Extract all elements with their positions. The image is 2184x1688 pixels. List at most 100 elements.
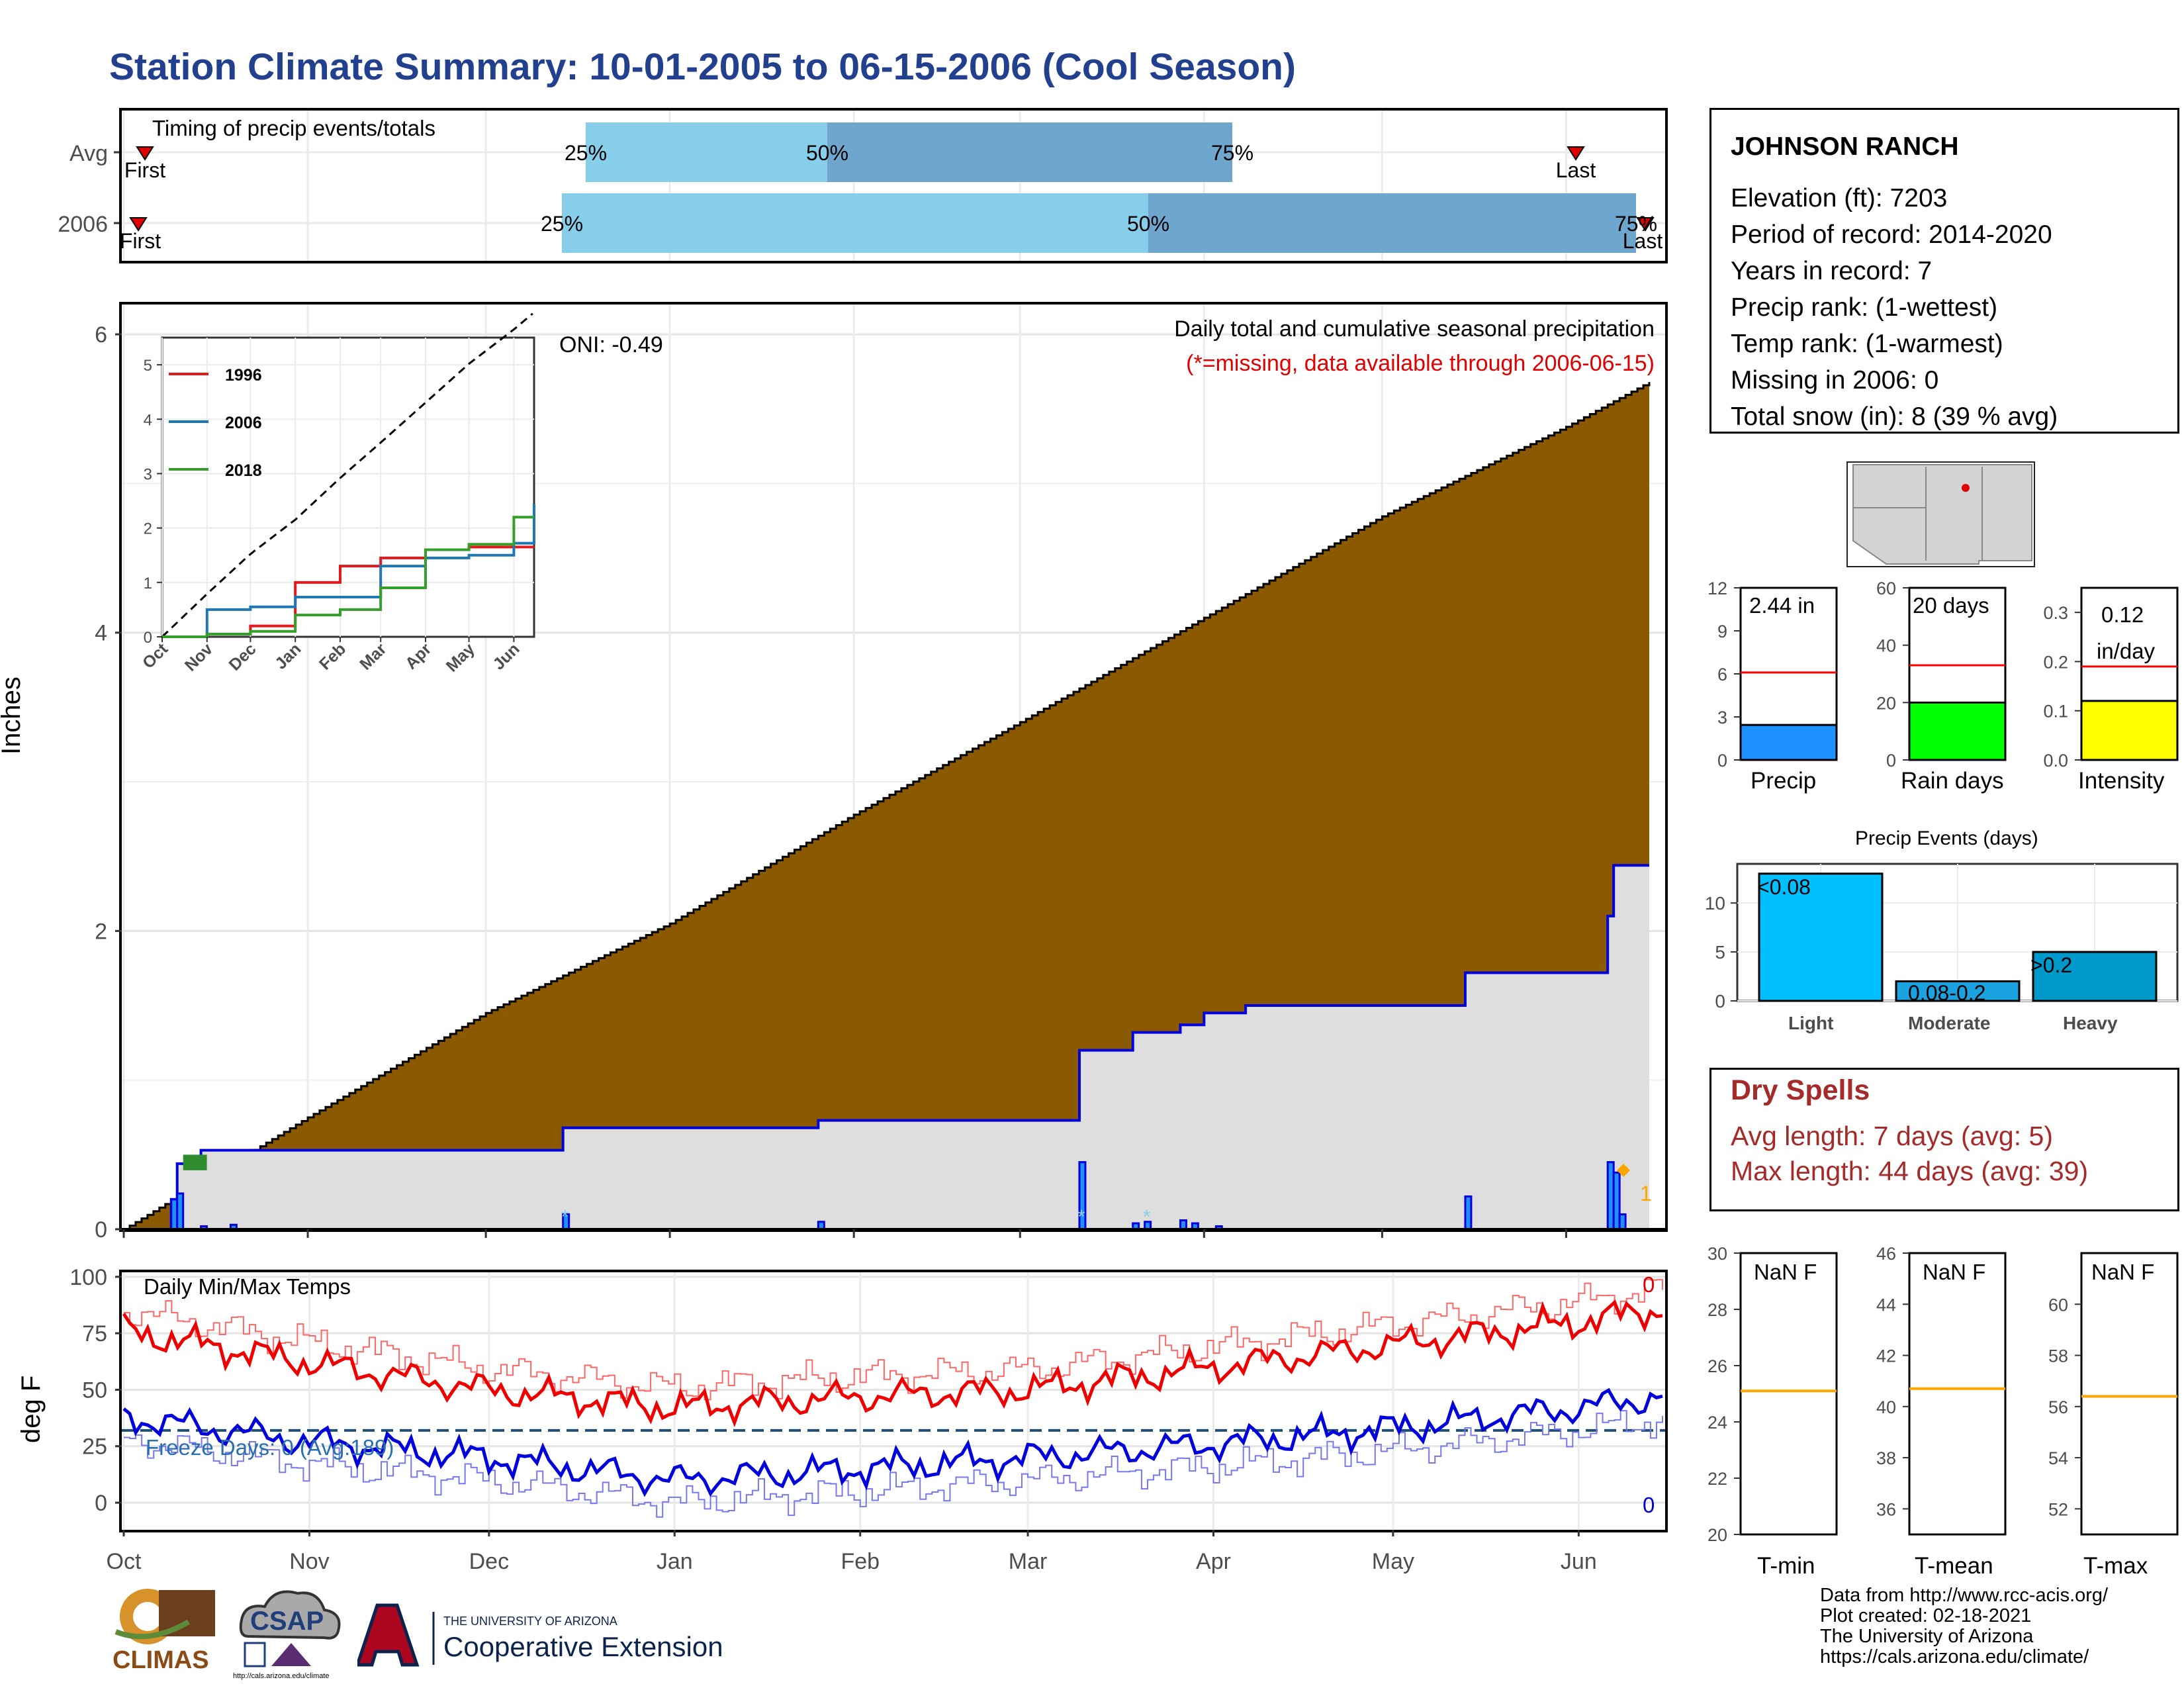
gauge-raindays-value: 20 days xyxy=(1913,593,1989,618)
temp-y-tick: 50 xyxy=(82,1378,107,1403)
temp-x-tick: Feb xyxy=(841,1549,880,1574)
avg-p50-label: 50% xyxy=(806,141,848,165)
page-title: Station Climate Summary: 10-01-2005 to 0… xyxy=(109,46,1296,88)
csap-logo-text: CSAP xyxy=(250,1607,324,1636)
temp-gauge-y-tick: 20 xyxy=(1707,1525,1727,1545)
temp-gauge-y-tick: 40 xyxy=(1876,1397,1896,1417)
inset-frame xyxy=(161,336,535,638)
avg-cumulative-line xyxy=(124,382,1651,1231)
gauge-y-tick: 9 xyxy=(1717,622,1727,641)
events-bar-label-light: <0.08 xyxy=(1757,875,1811,899)
footer-url: https://cals.arizona.edu/climate/ xyxy=(1820,1646,2089,1667)
events-category-heavy: Heavy xyxy=(2063,1013,2118,1033)
events-title: Precip Events (days) xyxy=(1855,827,2038,849)
temps-panel xyxy=(119,1270,1668,1532)
daily-min-temp-line xyxy=(122,1387,1663,1497)
avg-last-label: Last xyxy=(1556,158,1596,182)
temp-gauge-y-tick: 44 xyxy=(1876,1295,1896,1315)
temp-x-tick: Mar xyxy=(1009,1549,1048,1574)
gauge-intensity-label: Intensity xyxy=(2078,768,2165,794)
temp-y-tick: 0 xyxy=(95,1491,107,1516)
gauge-y-tick: 0 xyxy=(1886,751,1896,771)
inset-y-tick: 2 xyxy=(144,520,152,538)
gauge-y-tick: 0.0 xyxy=(2043,751,2068,771)
y2006-last-marker xyxy=(1636,217,1655,232)
dry-spells-title: Dry Spells xyxy=(1731,1074,1870,1106)
ua-big-text: Cooperative Extension xyxy=(443,1631,723,1662)
precip-y-tick: 0 xyxy=(95,1217,107,1243)
end-marker xyxy=(1617,1164,1630,1177)
temp-gauge-y-tick: 30 xyxy=(1707,1244,1727,1264)
inset-legend-label: 2006 xyxy=(225,414,262,432)
inset-y-tick: 3 xyxy=(144,465,152,483)
dry-spells-max: Max length: 44 days (avg: 39) xyxy=(1731,1156,2089,1186)
y2006-first-marker xyxy=(129,217,148,232)
temp-gauge-frame xyxy=(1739,1252,1838,1536)
inset-average-line xyxy=(161,312,533,638)
precip-y-tick: 4 xyxy=(95,621,107,646)
min-count-label: 0 xyxy=(1643,1493,1655,1517)
avg-first-marker xyxy=(136,146,154,161)
gauge-y-tick: 20 xyxy=(1876,693,1896,713)
temp-gauge-y-tick: 58 xyxy=(2048,1346,2068,1366)
freeze-days-label: Freeze Days: 0 (Avg:189) xyxy=(146,1435,394,1460)
station-location-marker xyxy=(1962,484,1970,492)
y2006-p50-label: 50% xyxy=(1127,212,1169,236)
temp-gauge-y-tick: 60 xyxy=(2048,1295,2068,1315)
gauge-y-tick: 0.1 xyxy=(2043,702,2068,722)
gauge-intensity-value-2: in/day xyxy=(2097,639,2156,663)
temp-gauge-y-tick: 56 xyxy=(2048,1397,2068,1417)
avg-p25-label: 25% xyxy=(565,141,607,165)
avg-bar-50-75 xyxy=(827,122,1232,182)
timing-row-label-avg: Avg xyxy=(69,141,108,166)
station-missing: Missing in 2006: 0 xyxy=(1731,366,1939,395)
dry-spells-box xyxy=(1709,1068,2179,1211)
temp-x-tick: Oct xyxy=(107,1549,142,1574)
temp-gauge-y-tick: 36 xyxy=(1876,1499,1896,1519)
gauge-y-tick: 12 xyxy=(1707,579,1727,598)
temp-x-tick: Jan xyxy=(657,1549,693,1574)
events-bar xyxy=(1758,872,1884,1002)
ua-logo: THE UNIVERSITY OF ARIZONA Cooperative Ex… xyxy=(357,1603,723,1667)
events-category-light: Light xyxy=(1788,1013,1834,1033)
temp-gauge-y-tick: 52 xyxy=(2048,1499,2068,1519)
gauge-y-tick: 3 xyxy=(1717,708,1727,727)
gauge-y-tick: 40 xyxy=(1876,636,1896,656)
avg-max-temp-line xyxy=(124,1278,1663,1401)
temp-x-tick: May xyxy=(1372,1549,1414,1574)
csap-logo: CSAP http://cals.arizona.edu/climate xyxy=(233,1590,341,1680)
tgauge-tmin-label: T-min xyxy=(1757,1553,1815,1579)
snow-marker: * xyxy=(1143,1206,1151,1228)
inset-series-line xyxy=(162,504,535,638)
gauge-raindays-label: Rain days xyxy=(1901,768,2004,794)
events-y-tick: 10 xyxy=(1705,893,1725,914)
temp-gauge-y-tick: 28 xyxy=(1707,1300,1727,1320)
avg-bar-25-50 xyxy=(586,122,827,182)
temp-gauge-y-tick: 38 xyxy=(1876,1448,1896,1468)
events-bar-label-moderate: 0.08-0.2 xyxy=(1908,981,1986,1005)
daily-max-temp-line xyxy=(122,1299,1663,1428)
temps-chart: 0 25 50 75 100 Oct Nov Dec Jan Feb Mar Apr May Jun xyxy=(69,1265,1665,1574)
y2006-bar-50-75 xyxy=(1148,193,1636,253)
station-period: Period of record: 2014-2020 xyxy=(1731,220,2052,249)
precip-y-tick: 6 xyxy=(95,322,107,348)
max-count-label: 0 xyxy=(1643,1272,1655,1297)
temp-gauge-y-tick: 24 xyxy=(1707,1413,1727,1432)
station-info-box xyxy=(1709,108,2179,434)
dry-spells-avg: Avg length: 7 days (avg: 5) xyxy=(1731,1121,2053,1151)
temp-gauges: 20 22 24 26 28 30 36 38 40 42 44 46 52 54 56 58 60 xyxy=(1707,1244,2179,1545)
locator-map xyxy=(1846,461,2035,567)
temps-title: Daily Min/Max Temps xyxy=(144,1274,351,1299)
gauge-precip-value: 2.44 in xyxy=(1749,593,1815,618)
ua-a-icon xyxy=(357,1603,420,1667)
tgauge-tmin-value: NaN F xyxy=(1754,1260,1817,1284)
inset-series-line xyxy=(162,516,534,638)
station-years: Years in record: 7 xyxy=(1731,257,1933,285)
station-elevation: Elevation (ft): 7203 xyxy=(1731,184,1948,212)
climas-logo-text: CLIMAS xyxy=(113,1646,209,1674)
inset-y-tick: 4 xyxy=(144,411,152,429)
tgauge-tmax-value: NaN F xyxy=(2091,1260,2155,1284)
snow-marker: * xyxy=(1077,1206,1085,1228)
y2006-first-label: First xyxy=(120,229,161,253)
